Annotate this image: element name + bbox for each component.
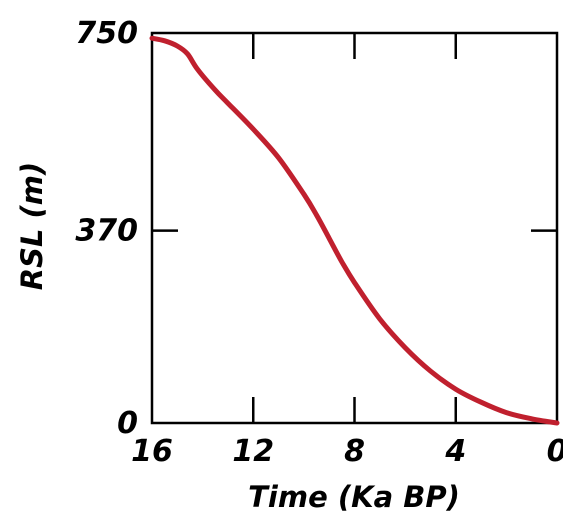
x-tick-label: 12 [232,434,274,469]
x-tick-label: 0 [547,434,563,469]
x-tick-label: 4 [444,434,466,469]
tick-labels-layer: 16 12 8 4 0 0 370 750 [75,16,563,469]
y-tick-label: 750 [75,16,138,51]
series-layer [149,35,560,426]
y-axis-title: RSL (m) [15,162,49,291]
series-line [149,35,560,426]
y-tick-label: 0 [117,406,138,441]
ticks-layer [152,33,557,423]
plot-frame [150,31,559,425]
x-tick-label: 8 [344,434,365,469]
x-axis-title: Time (Ka BP) [248,480,460,514]
y-tick-label: 370 [75,214,138,249]
x-tick-label: 16 [131,434,173,469]
